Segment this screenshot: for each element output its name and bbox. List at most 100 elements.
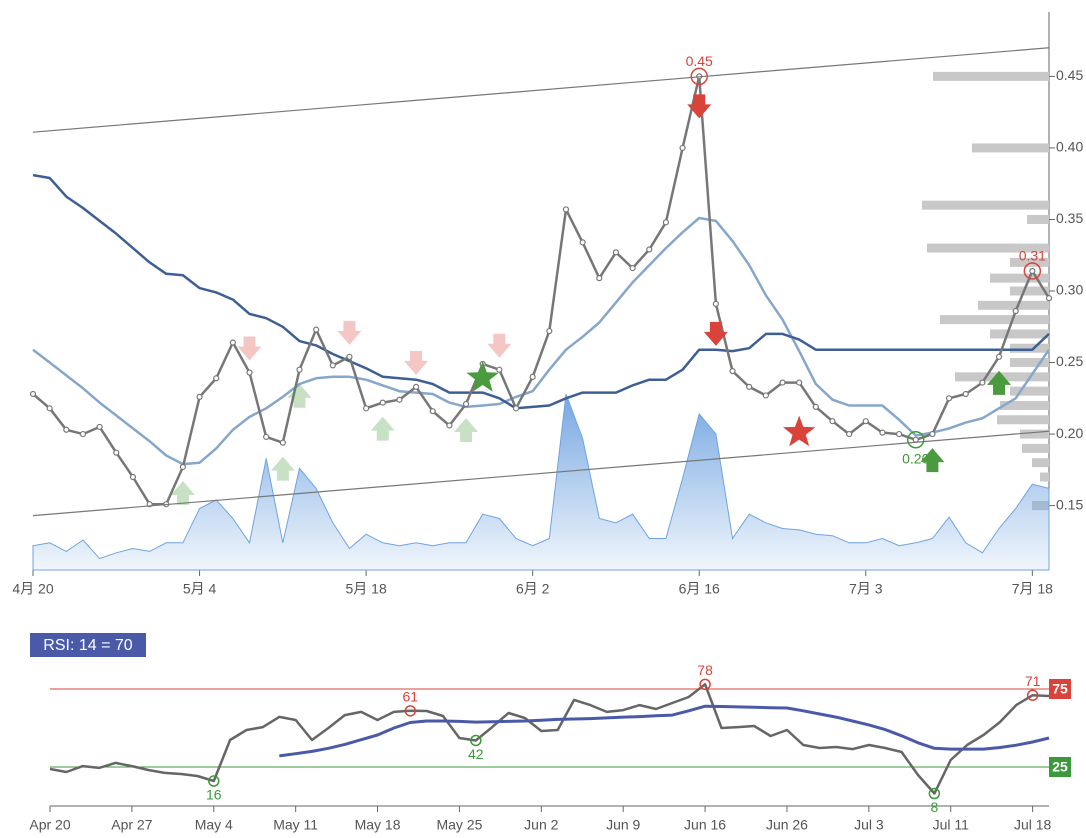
signal-arrow (404, 350, 429, 375)
profile-bar (940, 315, 1049, 325)
profile-bar (1010, 257, 1049, 267)
trendline (32, 47, 1050, 133)
profile-bar (1020, 429, 1049, 439)
series-line (32, 75, 1051, 506)
price-point (546, 327, 553, 335)
profile-bar (1010, 358, 1049, 368)
profile-bar (1010, 343, 1049, 353)
price-point (562, 206, 570, 213)
x-tick-label: Jun 16 (684, 817, 726, 833)
price-point (712, 300, 719, 307)
value-label: 0.31 (1019, 248, 1046, 264)
x-tick-label: May 4 (195, 817, 233, 833)
value-circle (907, 431, 925, 449)
signal-arrow (337, 320, 362, 345)
price-point (796, 379, 803, 386)
y-tick-label: 0.20 (1056, 425, 1083, 441)
y-tick-label: 0.40 (1056, 139, 1083, 155)
price-point (512, 405, 520, 412)
signal-arrow (487, 333, 512, 358)
rsi-extreme (208, 775, 220, 787)
price-point (596, 275, 603, 282)
level-label: 25 (1052, 759, 1068, 775)
price-point (296, 366, 303, 373)
price-point (79, 430, 87, 438)
signal-arrow (287, 383, 312, 408)
price-point (995, 353, 1003, 360)
signal-arrow (687, 94, 712, 119)
trendline (32, 430, 1050, 517)
level-label: 75 (1052, 681, 1068, 697)
price-point (679, 144, 686, 152)
signal-star (783, 415, 816, 447)
price-point (862, 418, 869, 425)
price-point (879, 429, 886, 436)
price-point (129, 473, 137, 481)
series-line (32, 173, 1050, 410)
price-point (246, 369, 253, 376)
rsi-label: 42 (468, 746, 484, 762)
profile-bar (922, 200, 1049, 210)
profile-bar (972, 143, 1049, 153)
profile-bar (1032, 458, 1049, 468)
rsi-extreme (404, 705, 417, 717)
profile-bar (933, 71, 1049, 81)
profile-bar (990, 329, 1049, 339)
price-point (46, 405, 53, 412)
rsi-label: 61 (403, 689, 419, 705)
rsi-extreme (470, 734, 482, 747)
price-point (279, 439, 286, 446)
price-point (496, 366, 503, 373)
x-tick-label: Apr 20 (29, 817, 70, 833)
price-point (529, 373, 536, 380)
value-label: 0.45 (686, 53, 713, 69)
price-point (412, 383, 420, 390)
price-point (1029, 267, 1036, 275)
price-point (196, 393, 203, 400)
profile-bar (1010, 386, 1049, 396)
signal-arrow (703, 321, 728, 346)
rsi-extreme (699, 678, 711, 691)
x-tick-label: Jun 26 (766, 817, 808, 833)
signal-arrow (270, 456, 295, 481)
x-tick-label: May 11 (273, 817, 318, 833)
rsi-label: 16 (206, 787, 222, 803)
price-point (762, 392, 769, 399)
price-point (829, 418, 836, 425)
x-tick-label: 7月 18 (1012, 581, 1053, 597)
x-tick-label: 5月 18 (345, 581, 386, 597)
price-point (729, 368, 736, 375)
price-point (662, 219, 670, 226)
price-point (346, 353, 353, 360)
profile-bar (1022, 443, 1049, 453)
price-point (229, 339, 236, 346)
signal-arrow (454, 418, 479, 443)
x-tick-label: May 18 (355, 817, 401, 833)
price-point (929, 430, 936, 438)
price-point (579, 239, 586, 246)
x-tick-label: Jul 3 (854, 817, 884, 833)
profile-bar (1040, 472, 1049, 482)
price-point (329, 362, 336, 369)
rsi-label: 71 (1025, 673, 1041, 689)
x-tick-label: May 25 (436, 817, 482, 833)
level-badge (1049, 679, 1071, 699)
price-point (612, 249, 620, 256)
x-tick-label: 5月 4 (183, 581, 217, 597)
price-point (846, 430, 853, 438)
price-point (1012, 307, 1019, 315)
title-badge (30, 633, 146, 657)
y-tick-label: 0.25 (1056, 353, 1083, 369)
price-point (213, 375, 220, 382)
y-tick-label: 0.35 (1056, 210, 1083, 226)
price-point (29, 390, 37, 398)
value-label: 0.20 (902, 451, 929, 467)
price-point (396, 396, 403, 403)
signal-arrow (170, 480, 195, 505)
chart-title: RSI: 14 = 70 (43, 637, 132, 654)
x-tick-label: 6月 16 (679, 581, 720, 597)
signal-arrow (987, 370, 1012, 395)
profile-bar (1010, 286, 1049, 296)
